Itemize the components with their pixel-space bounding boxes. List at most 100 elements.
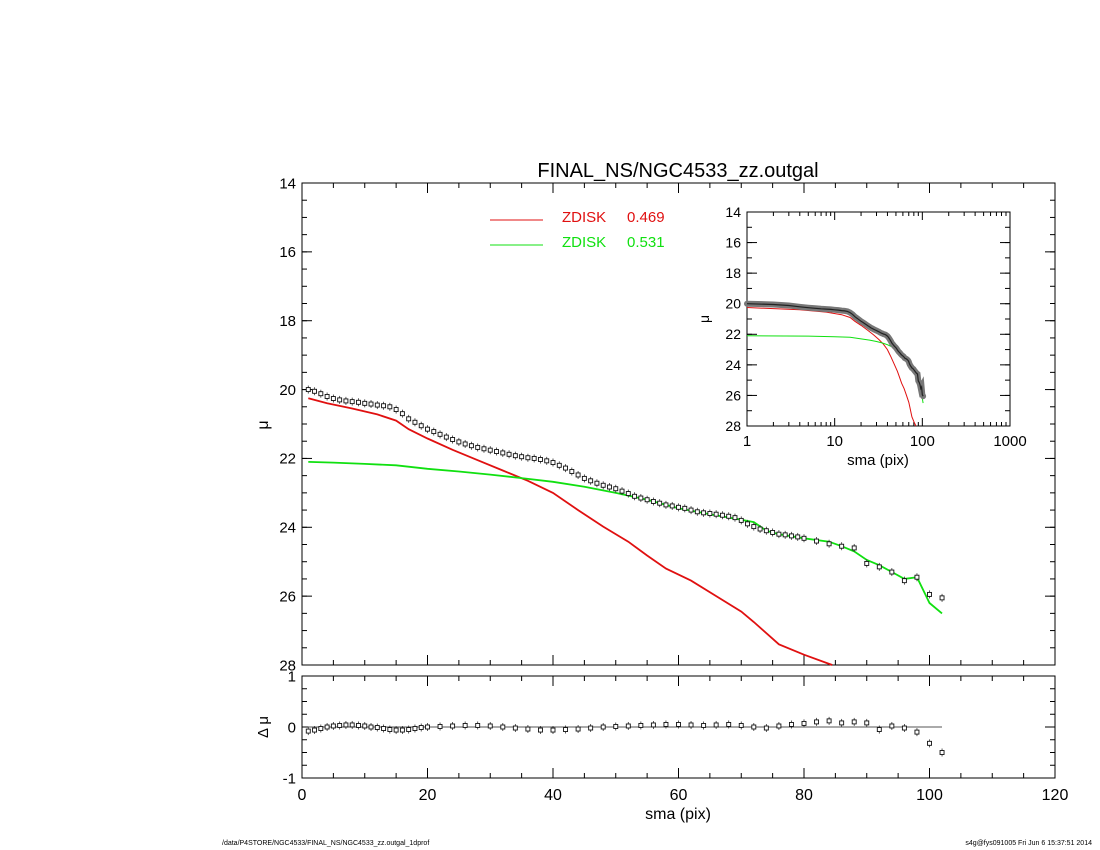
residual-point bbox=[412, 726, 418, 731]
residual-point bbox=[939, 750, 945, 755]
main-y-tick-label: 22 bbox=[279, 451, 296, 468]
main-point bbox=[789, 533, 794, 539]
inset-y-tick-label: 20 bbox=[725, 296, 741, 312]
residual-point bbox=[914, 729, 920, 735]
residual-point bbox=[763, 725, 769, 731]
main-point bbox=[776, 531, 782, 537]
inset-y-axis-label: μ bbox=[696, 315, 712, 323]
main-point bbox=[682, 505, 688, 511]
main-point bbox=[694, 509, 700, 515]
legend-value-zdisk-0469: 0.469 bbox=[627, 209, 665, 226]
inset-y-tick-label: 14 bbox=[725, 204, 741, 220]
residual-point bbox=[600, 724, 606, 730]
main-point bbox=[594, 480, 600, 486]
main-point bbox=[368, 401, 374, 407]
main-point bbox=[550, 460, 556, 466]
footer-timestamp: s4g@fys091005 Fri Jun 6 15:37:51 2014 bbox=[965, 840, 1092, 847]
legend-value-zdisk-0531: 0.531 bbox=[627, 234, 665, 251]
main-y-tick-label: 24 bbox=[279, 520, 296, 537]
main-point bbox=[556, 462, 562, 468]
main-point bbox=[374, 402, 380, 408]
residual-point bbox=[399, 727, 405, 733]
main-point bbox=[575, 472, 581, 478]
footer-filepath: /data/P4STORE/NGC4533/FINAL_NS/NGC4533_z… bbox=[222, 840, 430, 847]
main-point bbox=[801, 535, 807, 541]
main-point bbox=[763, 528, 769, 534]
residual-point bbox=[343, 722, 349, 728]
main-point bbox=[876, 564, 882, 570]
residual-point bbox=[381, 726, 387, 731]
residual-point bbox=[889, 723, 895, 729]
residual-y-tick-label: 0 bbox=[288, 719, 296, 736]
residual-point bbox=[318, 726, 324, 731]
residual-point bbox=[305, 728, 311, 734]
main-x-ticks bbox=[301, 183, 1056, 665]
main-point bbox=[544, 458, 550, 464]
residual-point bbox=[826, 718, 832, 724]
residual-point bbox=[374, 725, 380, 730]
main-point bbox=[770, 530, 776, 535]
main-y-tick-label: 14 bbox=[279, 175, 296, 192]
main-panel: 14 16 18 20 22 24 26 28 μ ZDISK 0.469 ZDISK 0.5… bbox=[255, 175, 1056, 674]
residual-x-ticks: 0 20 40 60 80 100 120 bbox=[298, 676, 1068, 804]
main-point bbox=[588, 478, 594, 484]
residual-point bbox=[437, 724, 443, 729]
residual-y-tick-label: -1 bbox=[283, 770, 296, 787]
residual-point bbox=[406, 727, 412, 732]
main-point bbox=[406, 416, 412, 422]
legend-label-zdisk-0469: ZDISK bbox=[562, 209, 606, 226]
inset-y-tick-label: 26 bbox=[725, 387, 741, 403]
main-point bbox=[644, 497, 650, 503]
main-point bbox=[437, 431, 443, 437]
residual-y-tick-label: 1 bbox=[288, 668, 296, 685]
residual-point bbox=[450, 723, 456, 729]
main-point bbox=[851, 545, 857, 551]
main-point bbox=[650, 499, 656, 504]
residual-point bbox=[713, 722, 719, 728]
residual-point bbox=[356, 723, 361, 728]
residual-point bbox=[801, 720, 807, 726]
main-series bbox=[305, 385, 945, 666]
inset-y-tick-label: 28 bbox=[725, 418, 741, 434]
main-point bbox=[462, 441, 468, 447]
main-point bbox=[600, 482, 606, 488]
inset-line-zdisk-0-469 bbox=[746, 307, 917, 427]
main-point bbox=[563, 465, 568, 471]
residual-point bbox=[538, 727, 543, 733]
inset-y-tick-label: 22 bbox=[725, 326, 741, 342]
main-point bbox=[632, 493, 638, 499]
main-point bbox=[418, 423, 424, 429]
main-y-tick-label: 16 bbox=[279, 244, 296, 261]
residual-point bbox=[387, 727, 393, 732]
residual-point bbox=[613, 724, 619, 729]
main-y-tick-label: 20 bbox=[279, 382, 296, 399]
residual-point bbox=[563, 727, 568, 732]
main-point bbox=[305, 387, 311, 393]
main-point bbox=[330, 396, 336, 401]
residual-point bbox=[650, 722, 656, 728]
chart-title: FINAL_NS/NGC4533_zz.outgal bbox=[537, 160, 818, 182]
main-point bbox=[726, 513, 732, 519]
residual-series bbox=[305, 716, 945, 757]
main-point bbox=[481, 446, 487, 452]
main-point bbox=[663, 502, 669, 508]
residual-point bbox=[663, 722, 669, 727]
residual-point bbox=[525, 726, 531, 732]
inset-y-tick-label: 16 bbox=[725, 234, 741, 250]
residual-x-tick-label: 0 bbox=[298, 787, 307, 804]
main-point bbox=[688, 507, 694, 513]
main-point bbox=[757, 526, 763, 532]
residual-point bbox=[500, 724, 506, 730]
residual-x-tick-label: 20 bbox=[419, 787, 437, 804]
main-point bbox=[431, 429, 437, 435]
main-point bbox=[337, 397, 343, 403]
main-point bbox=[312, 388, 317, 394]
main-point bbox=[399, 411, 405, 417]
main-point bbox=[814, 538, 819, 544]
main-point bbox=[531, 455, 537, 461]
legend-label-zdisk-0531: ZDISK bbox=[562, 234, 606, 251]
residual-point bbox=[575, 726, 581, 732]
main-point bbox=[732, 515, 738, 521]
main-point bbox=[487, 447, 493, 453]
